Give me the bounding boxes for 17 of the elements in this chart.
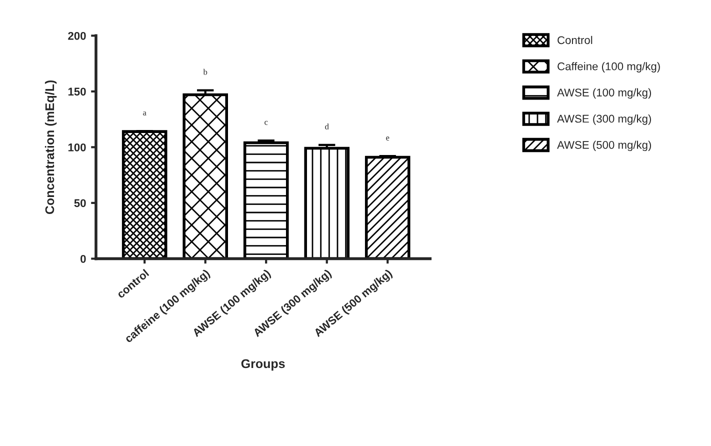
y-tick-label: 100: [68, 143, 86, 152]
y-tick-label: 200: [68, 32, 86, 40]
y-tick-label: 50: [74, 199, 86, 208]
annotation: c: [264, 120, 268, 125]
annotation: b: [203, 68, 208, 75]
y-axis-title: Concentration (mEq/L): [44, 80, 57, 214]
annotation: e: [386, 136, 390, 141]
legend-label: Caffeine (100 mg/kg): [558, 62, 660, 72]
annotation: a: [143, 111, 146, 116]
annotation: d: [325, 124, 329, 130]
y-tick-label: 150: [68, 88, 86, 96]
legend-label: AWSE (100 mg/kg): [557, 88, 652, 99]
y-tick-label: 0: [80, 254, 86, 263]
legend-label: Control: [558, 36, 592, 44]
x-axis-title: Groups: [241, 359, 285, 371]
legend-label: AWSE (500 mg/kg): [557, 140, 652, 152]
legend-label: AWSE (300 mg/kg): [557, 114, 652, 125]
